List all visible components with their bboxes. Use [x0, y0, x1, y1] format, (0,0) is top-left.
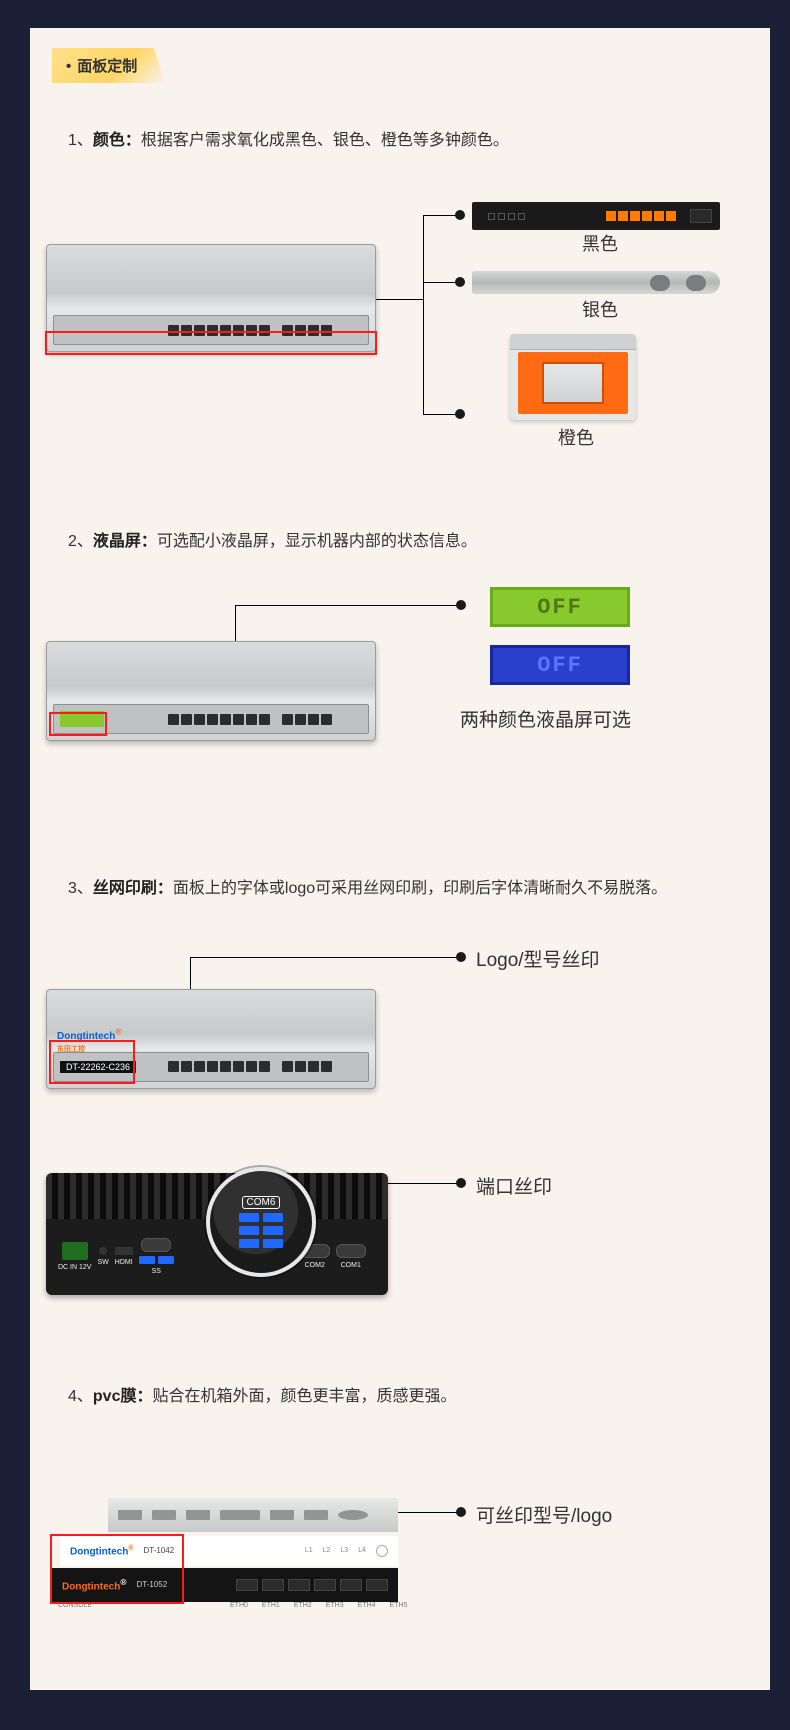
- item-4-label: pvc膜：: [93, 1388, 153, 1405]
- io-sw: SW: [97, 1259, 108, 1266]
- label-orange: 橙色: [536, 424, 616, 450]
- lcd-green: OFF: [490, 587, 630, 627]
- item-4-text: 4、pvc膜：贴合在机箱外面，颜色更丰富，质感更强。: [68, 1383, 732, 1410]
- item-3-desc: 面板上的字体或logo可采用丝网印刷，印刷后字体清晰耐久不易脱落。: [173, 880, 667, 897]
- dot-orange: [455, 409, 465, 419]
- connector-3a-h: [190, 957, 460, 958]
- highlight-red-2: [49, 712, 107, 736]
- label-silver: 银色: [560, 296, 640, 322]
- diagram-2: OFF OFF 两种颜色液晶屏可选: [30, 595, 770, 805]
- item-2: 2、液晶屏：可选配小液晶屏，显示机器内部的状态信息。: [30, 528, 770, 555]
- item-1-num: 1、: [68, 132, 93, 149]
- server-main-2: [46, 641, 376, 741]
- page-frame: 面板定制 1、颜色：根据客户需求氧化成黑色、银色、橙色等多钟颜色。: [0, 0, 790, 1730]
- fanless-box: DC IN 12V SW HDMI SS COM2 COM1: [46, 1173, 388, 1295]
- item-2-num: 2、: [68, 533, 93, 550]
- connector-3b: [388, 1183, 460, 1184]
- pvc-silver-panel: [108, 1498, 398, 1532]
- item-2-text: 2、液晶屏：可选配小液晶屏，显示机器内部的状态信息。: [68, 528, 732, 555]
- diagram-3b: DC IN 12V SW HDMI SS COM2 COM1: [30, 1163, 770, 1343]
- connector-trunk-v: [423, 215, 424, 415]
- dot-3b: [456, 1178, 466, 1188]
- dot-silver: [455, 277, 465, 287]
- lcd-blue: OFF: [490, 645, 630, 685]
- item-1-desc: 根据客户需求氧化成黑色、银色、橙色等多钟颜色。: [141, 132, 509, 149]
- content-panel: 面板定制 1、颜色：根据客户需求氧化成黑色、银色、橙色等多钟颜色。: [30, 28, 770, 1690]
- dot-4: [456, 1507, 466, 1517]
- com-label: COM6: [242, 1196, 281, 1209]
- connector-black: [423, 215, 459, 216]
- item-4-desc: 贴合在机箱外面，颜色更丰富，质感更强。: [152, 1388, 456, 1405]
- dot-lcd: [456, 600, 466, 610]
- netports-3a: [168, 1061, 332, 1072]
- item-4-num: 4、: [68, 1388, 93, 1405]
- item-3-num: 3、: [68, 880, 93, 897]
- panel-silver: [472, 271, 720, 294]
- server-main-1: [46, 244, 376, 352]
- diagram-1: 黑色 银色 橙色: [30, 194, 770, 484]
- dot-black: [455, 210, 465, 220]
- connector-4: [398, 1512, 460, 1513]
- io-com2: COM2: [305, 1262, 325, 1269]
- highlight-red-4: [50, 1534, 184, 1604]
- item-3-text: 3、丝网印刷：面板上的字体或logo可采用丝网印刷，印刷后字体清晰耐久不易脱落。: [68, 875, 732, 902]
- label-black: 黑色: [560, 230, 640, 256]
- connector-lcd-h: [235, 605, 460, 606]
- item-2-label: 液晶屏：: [93, 533, 157, 550]
- item-1: 1、颜色：根据客户需求氧化成黑色、银色、橙色等多钟颜色。: [30, 127, 770, 154]
- item-1-text: 1、颜色：根据客户需求氧化成黑色、银色、橙色等多钟颜色。: [68, 127, 732, 154]
- diagram-3a: Dongtintech®东田工控 DT-22262-C236 Logo/型号丝印: [30, 943, 770, 1123]
- highlight-red-1: [45, 331, 377, 355]
- io-ss: SS: [152, 1268, 161, 1275]
- item-3-label: 丝网印刷：: [93, 880, 173, 897]
- panel-black: [472, 202, 720, 230]
- item-2-desc: 可选配小液晶屏，显示机器内部的状态信息。: [157, 533, 477, 550]
- connector-trunk-h: [376, 299, 424, 300]
- magnify-lens: COM6: [206, 1167, 316, 1277]
- diagram-4: Dongtintech® DT-1042 L1L2L3L4 Dongtintec…: [30, 1450, 770, 1630]
- panel-orange: [510, 334, 636, 420]
- caption-logo-silkprint: Logo/型号丝印: [476, 945, 600, 972]
- lcd-caption: 两种颜色液晶屏可选: [460, 705, 631, 732]
- section-tag: 面板定制: [52, 48, 165, 83]
- io-hdmi: HDMI: [115, 1259, 133, 1266]
- connector-silver: [423, 282, 459, 283]
- dot-3a: [456, 952, 466, 962]
- item-4: 4、pvc膜：贴合在机箱外面，颜色更丰富，质感更强。: [30, 1383, 770, 1410]
- io-com1: COM1: [341, 1262, 361, 1269]
- server-main-3a: Dongtintech®东田工控 DT-22262-C236: [46, 989, 376, 1089]
- netports-2: [168, 714, 332, 725]
- connector-lcd-v: [235, 605, 236, 641]
- caption-pvc: 可丝印型号/logo: [476, 1501, 612, 1528]
- highlight-red-3a: [49, 1040, 135, 1084]
- connector-3a-v: [190, 957, 191, 989]
- io-dc: DC IN 12V: [58, 1264, 91, 1271]
- item-1-label: 颜色：: [93, 132, 141, 149]
- item-3: 3、丝网印刷：面板上的字体或logo可采用丝网印刷，印刷后字体清晰耐久不易脱落。: [30, 875, 770, 902]
- eth-labels: ETH0ETH1ETH2 ETH3ETH4ETH5: [230, 1602, 407, 1609]
- caption-port-silkprint: 端口丝印: [476, 1172, 552, 1199]
- connector-orange: [423, 414, 459, 415]
